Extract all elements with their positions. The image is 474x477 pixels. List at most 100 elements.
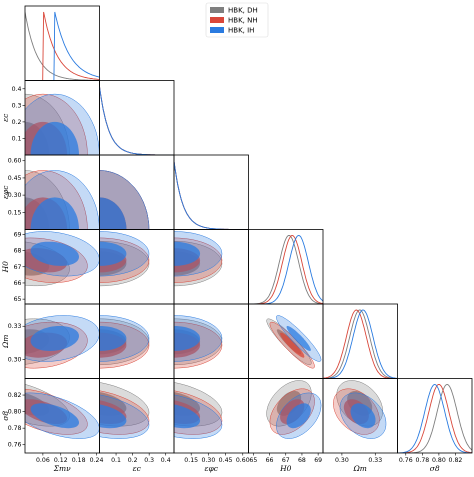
- legend-label-2: HBK, IH: [228, 27, 254, 35]
- contour-68-2: [30, 326, 80, 351]
- marginal-line-1: [99, 86, 174, 155]
- panel-body: [333, 380, 387, 439]
- x-tick-label: 0.76: [399, 457, 413, 464]
- x-tick-label: 0.1: [111, 457, 121, 464]
- panel-sum_mnu-sigma8: 0.06 0.12 0.18 0.24 Σmν 0.76 0.78 0.80 0.82 σ8: [1, 378, 104, 473]
- x-axis-label: Ωm: [353, 464, 367, 473]
- panel-Omega_m-Omega_m: [322, 303, 398, 379]
- panels-layer: 0.1 0.2 0.3 0.4 εc 0.15 0.30 0.45 0.60 εφc 65 66 67 6…: [1, 5, 473, 473]
- x-axis-label: εc: [133, 464, 142, 473]
- marginal-line-2: [397, 384, 472, 453]
- y-tick-label: 68: [14, 248, 22, 255]
- y-tick-label: 0.80: [8, 409, 22, 416]
- y-tick-label: 0.60: [8, 158, 22, 165]
- panel-body: [25, 170, 100, 230]
- panel-sum_mnu-eps_phi_c: 0.15 0.30 0.45 0.60 εφc: [1, 154, 100, 230]
- panel-frame: [173, 154, 249, 230]
- panel-body: [99, 315, 150, 369]
- panel-body: [25, 384, 100, 439]
- marginal-line-1: [25, 11, 100, 81]
- panel-eps_c-eps_c: [99, 80, 175, 156]
- marginal-line-1: [174, 160, 249, 230]
- panel-body: [174, 160, 249, 230]
- panel-sum_mnu-eps_c: 0.1 0.2 0.3 0.4 εc: [1, 80, 100, 156]
- x-axis-label: εφc: [205, 464, 219, 473]
- y-tick-label: 0.30: [8, 357, 22, 364]
- panel-body: [99, 382, 150, 439]
- panel-frame: [397, 378, 473, 454]
- marginal-line-1: [248, 235, 323, 304]
- marginal-line-2: [99, 86, 174, 155]
- x-tick-label: 0.12: [54, 457, 68, 464]
- x-axis-label: H0: [279, 464, 292, 473]
- legend-label-0: HBK, DH: [228, 7, 258, 15]
- marginal-line-0: [248, 235, 323, 304]
- contour-68-2: [286, 403, 311, 429]
- marginal-line-2: [25, 11, 100, 81]
- panel-H0-Omega_m: [248, 303, 324, 379]
- x-tick-label: 68: [298, 457, 306, 464]
- y-tick-label: 0.45: [8, 175, 22, 182]
- marginal-line-1: [397, 384, 472, 453]
- panel-body: [25, 315, 100, 369]
- contour-68-2: [99, 404, 127, 429]
- contour-68-2: [174, 241, 201, 266]
- contour-68-2: [99, 326, 127, 351]
- panel-body: [174, 231, 223, 287]
- legend-swatch-0: [210, 7, 224, 13]
- y-axis-label: σ8: [1, 411, 10, 421]
- contour-68-2: [174, 404, 201, 429]
- panel-body: [99, 231, 150, 287]
- marginal-line-0: [323, 309, 398, 379]
- x-axis-label: Σmν: [53, 464, 71, 473]
- contour-68-2: [30, 121, 79, 155]
- y-axis-label: εc: [1, 113, 10, 122]
- contour-68-2: [99, 197, 127, 230]
- marginal-line-0: [174, 160, 249, 230]
- x-tick-label: 0.2: [128, 457, 138, 464]
- marginal-line-2: [248, 235, 323, 304]
- y-tick-label: 0.3: [12, 102, 22, 109]
- marginal-line-1: [323, 309, 398, 379]
- x-tick-label: 0.24: [90, 457, 104, 464]
- panel-eps_c-Omega_m: [99, 303, 175, 379]
- x-tick-label: 0.06: [36, 457, 50, 464]
- marginal-line-0: [397, 384, 472, 453]
- panel-body: [174, 382, 223, 439]
- x-tick-label: 0.3: [144, 457, 154, 464]
- y-axis-label: H0: [1, 261, 10, 274]
- panel-body: [174, 315, 223, 369]
- contour-68-2: [30, 241, 80, 266]
- x-tick-label: 66: [266, 457, 274, 464]
- panel-sum_mnu-sum_mnu: [24, 5, 100, 81]
- x-tick-label: 67: [282, 457, 290, 464]
- y-tick-label: 0.30: [8, 192, 22, 199]
- y-tick-label: 0.78: [8, 425, 22, 432]
- panel-body: [266, 315, 322, 369]
- x-tick-label: 65: [249, 457, 257, 464]
- panel-frame: [99, 80, 175, 156]
- panel-eps_phi_c-Omega_m: [173, 303, 249, 379]
- panel-body: [397, 384, 472, 453]
- x-tick-label: 69: [314, 457, 322, 464]
- panel-body: [25, 231, 100, 287]
- x-tick-label: 0.4: [161, 457, 171, 464]
- marginal-line-2: [174, 160, 249, 230]
- y-tick-label: 65: [14, 296, 22, 303]
- y-tick-label: 0.15: [8, 209, 22, 216]
- y-tick-label: 69: [14, 231, 22, 238]
- marginal-line-2: [323, 309, 398, 379]
- x-axis-label: σ8: [430, 464, 440, 473]
- x-tick-label: 0.82: [449, 457, 463, 464]
- legend-swatch-1: [210, 17, 224, 23]
- y-tick-label: 0.82: [8, 392, 22, 399]
- panel-eps_c-sigma8: 0.1 0.2 0.3 0.4 εc: [99, 378, 175, 473]
- marginal-line-0: [25, 11, 100, 81]
- x-tick-label: 0.18: [72, 457, 86, 464]
- y-tick-label: 0.1: [12, 135, 22, 142]
- panel-sum_mnu-Omega_m: 0.30 0.33 Ωm: [1, 303, 100, 379]
- contour-68-2: [30, 403, 80, 429]
- y-tick-label: 0.76: [8, 442, 22, 449]
- panel-sum_mnu-H0: 65 66 67 68 69 H0: [1, 229, 100, 305]
